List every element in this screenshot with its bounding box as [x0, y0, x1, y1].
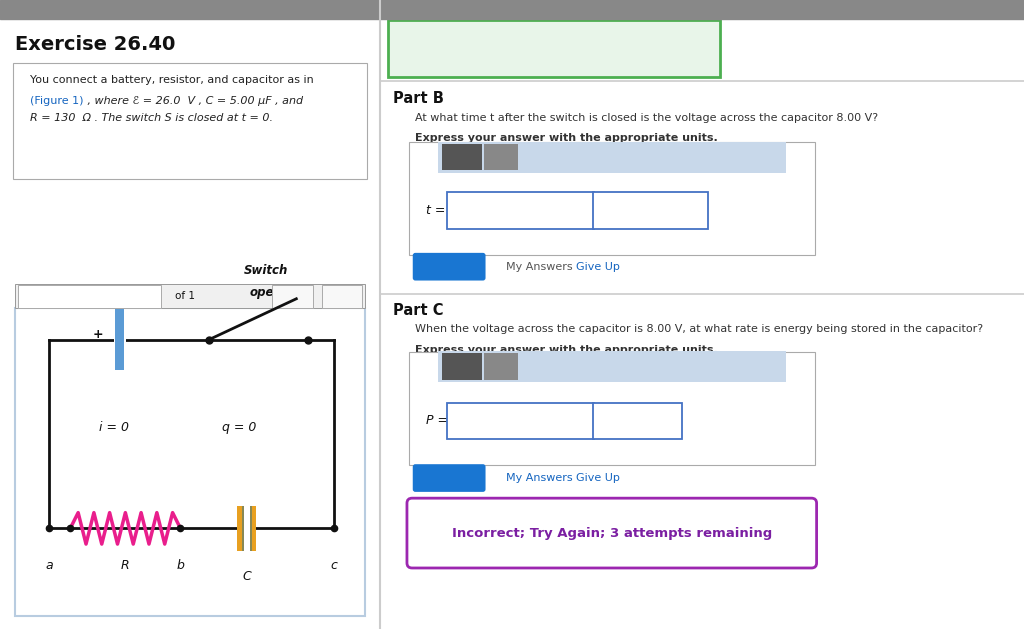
Text: ⯀⯀: ⯀⯀ — [456, 152, 468, 162]
Text: Submit: Submit — [425, 260, 472, 273]
Bar — [238, 506, 244, 551]
FancyBboxPatch shape — [272, 285, 312, 308]
Text: Incorrect; Try Again; 3 attempts remaining: Incorrect; Try Again; 3 attempts remaini… — [452, 527, 772, 540]
Text: open: open — [250, 286, 283, 299]
FancyBboxPatch shape — [483, 353, 518, 380]
Bar — [244, 506, 250, 551]
Bar — [380, 0, 1024, 19]
Text: R = 130  Ω . The switch S is closed at t = 0.: R = 130 Ω . The switch S is closed at t … — [31, 113, 273, 123]
Text: i = 0: i = 0 — [99, 421, 129, 434]
Bar — [15, 284, 365, 308]
Bar — [250, 506, 256, 551]
Bar — [15, 308, 365, 616]
FancyBboxPatch shape — [413, 253, 485, 281]
Bar — [0, 0, 380, 19]
Text: +: + — [93, 328, 103, 341]
Text: ?: ? — [664, 360, 670, 373]
Text: My Answers: My Answers — [506, 473, 572, 483]
FancyBboxPatch shape — [483, 144, 518, 170]
Bar — [242, 506, 244, 551]
Text: Submit: Submit — [425, 472, 472, 484]
Bar — [438, 351, 785, 382]
Text: W: W — [601, 414, 616, 428]
FancyBboxPatch shape — [322, 285, 362, 308]
Text: When the voltage across the capacitor is 8.00 V, at what rate is energy being st: When the voltage across the capacitor is… — [416, 324, 983, 334]
Text: μȦ: μȦ — [495, 152, 508, 162]
FancyBboxPatch shape — [388, 20, 720, 77]
FancyBboxPatch shape — [17, 285, 161, 308]
Text: ⯁: ⯁ — [624, 360, 632, 373]
Text: Exercise 26.40: Exercise 26.40 — [15, 35, 175, 53]
Text: My Answers: My Answers — [506, 262, 572, 272]
FancyBboxPatch shape — [441, 353, 481, 380]
Text: ⯀⯀: ⯀⯀ — [456, 362, 468, 372]
Text: Value: Value — [502, 415, 539, 427]
Text: ?: ? — [664, 151, 670, 164]
Text: , where ℰ = 26.0  V , C = 5.00 μF , and: , where ℰ = 26.0 V , C = 5.00 μF , and — [84, 96, 303, 106]
Text: of 1: of 1 — [175, 291, 195, 301]
Text: Give Up: Give Up — [577, 473, 621, 483]
Text: P =: P = — [426, 414, 449, 426]
Text: ↶: ↶ — [527, 360, 539, 373]
Text: Value: Value — [502, 204, 539, 217]
FancyBboxPatch shape — [407, 498, 816, 568]
FancyBboxPatch shape — [413, 464, 485, 492]
Text: R: R — [121, 559, 130, 572]
Text: Part B: Part B — [393, 91, 443, 106]
FancyBboxPatch shape — [409, 142, 815, 255]
Text: c: c — [331, 559, 338, 572]
Text: μȦ: μȦ — [495, 362, 508, 372]
Text: Correct: Correct — [419, 42, 482, 56]
FancyBboxPatch shape — [441, 144, 481, 170]
Text: Give Up: Give Up — [577, 262, 621, 272]
Text: ▼: ▼ — [134, 292, 139, 301]
Text: a: a — [46, 559, 53, 572]
Text: At what time t after the switch is closed is the voltage across the capacitor 8.: At what time t after the switch is close… — [416, 113, 879, 123]
FancyBboxPatch shape — [409, 352, 815, 465]
Text: ↺: ↺ — [586, 151, 597, 164]
Text: ↺: ↺ — [586, 360, 597, 373]
Text: Units: Units — [634, 204, 668, 217]
Text: Part C: Part C — [393, 303, 443, 318]
Text: ℰ: ℰ — [119, 288, 128, 302]
Text: Switch: Switch — [244, 264, 288, 277]
Text: C: C — [243, 570, 251, 583]
Text: b: b — [176, 559, 184, 572]
Bar — [438, 142, 785, 173]
Text: Express your answer with the appropriate units.: Express your answer with the appropriate… — [416, 133, 718, 143]
Text: (Figure 1): (Figure 1) — [31, 96, 84, 106]
Text: <: < — [288, 291, 297, 301]
Text: Express your answer with the appropriate units.: Express your answer with the appropriate… — [416, 345, 718, 355]
Bar — [116, 309, 124, 370]
Bar — [114, 337, 126, 343]
FancyBboxPatch shape — [13, 63, 367, 179]
FancyBboxPatch shape — [446, 403, 594, 439]
FancyBboxPatch shape — [446, 192, 594, 229]
Text: q = 0: q = 0 — [222, 421, 257, 434]
Text: t =: t = — [426, 204, 445, 216]
Text: You connect a battery, resistor, and capacitor as in: You connect a battery, resistor, and cap… — [31, 75, 314, 86]
Text: ↷: ↷ — [557, 360, 567, 373]
Text: ↷: ↷ — [557, 151, 567, 164]
FancyBboxPatch shape — [593, 192, 708, 229]
FancyBboxPatch shape — [593, 403, 682, 439]
Text: Figure 1: Figure 1 — [29, 291, 71, 301]
Text: ↶: ↶ — [527, 151, 539, 164]
Text: >: > — [337, 291, 346, 301]
Text: ⯁: ⯁ — [624, 151, 632, 164]
Bar — [250, 506, 252, 551]
